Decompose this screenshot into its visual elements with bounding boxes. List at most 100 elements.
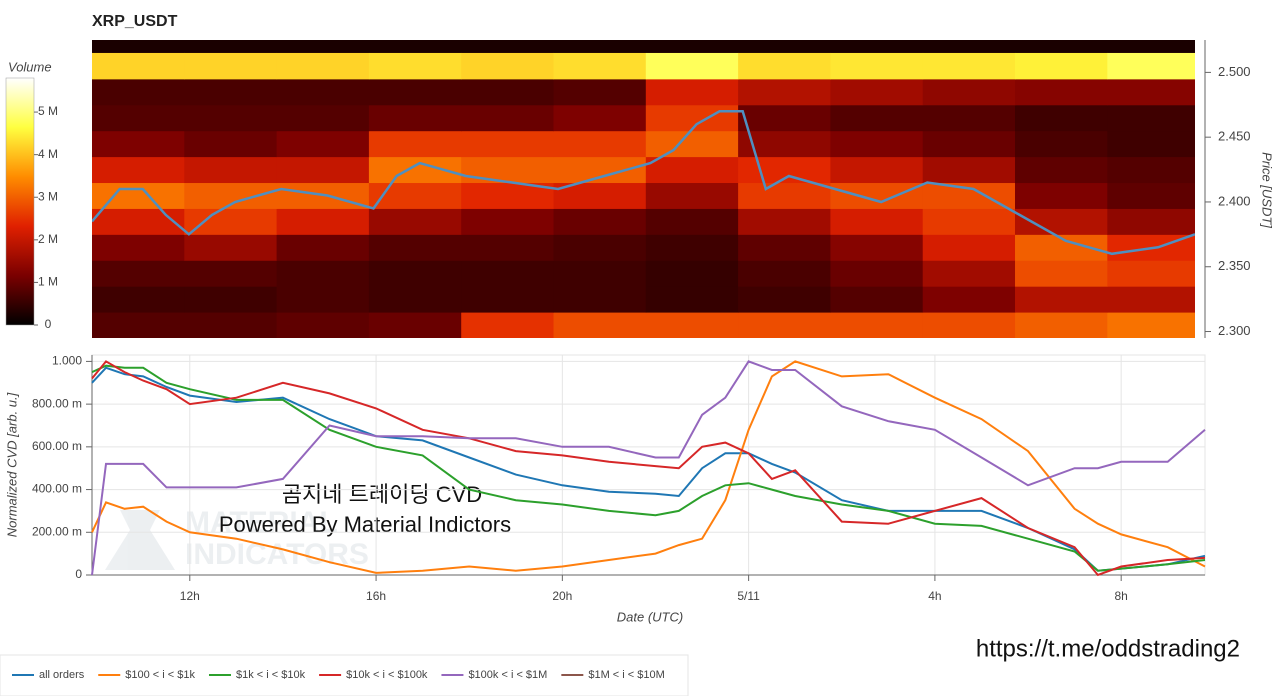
heatmap-cell (738, 78, 831, 106)
heatmap-cell (1107, 156, 1195, 184)
heatmap-cell (830, 156, 924, 184)
heatmap-cell (553, 286, 647, 313)
x-axis-label: Date (UTC) (617, 609, 683, 624)
heatmap-cell (645, 208, 739, 235)
heatmap-cell (1015, 312, 1108, 338)
watermark-logo: MATERIAL INDICATORS (105, 506, 369, 571)
heatmap-cell (922, 130, 1016, 158)
heatmap-cell (645, 130, 739, 158)
colorbar-tick-label: 3 M (38, 189, 58, 203)
heatmap-cell (184, 130, 278, 158)
heatmap-cell (645, 78, 739, 106)
heatmap-cell (461, 156, 555, 184)
heatmap-cell (92, 312, 185, 338)
heatmap-cell (184, 104, 278, 132)
heatmap-cell (1015, 286, 1108, 313)
heatmap-cell (276, 130, 370, 158)
heatmap-cell (830, 182, 924, 209)
x-tick-label: 16h (366, 589, 386, 603)
heatmap-cell (276, 312, 370, 338)
heatmap-cell (553, 234, 647, 261)
heatmap-cell (1015, 130, 1108, 158)
heatmap-cell (461, 130, 555, 158)
heatmap-cell (830, 104, 924, 132)
heatmap-cell (830, 312, 924, 338)
x-tick-label: 4h (928, 589, 941, 603)
heatmap-cell (184, 312, 278, 338)
heatmap-cell (738, 286, 831, 313)
heatmap-cell (553, 52, 647, 80)
heatmap-cell (922, 52, 1016, 80)
heatmap-cell (368, 286, 462, 313)
heatmap-cell (922, 260, 1016, 287)
colorbar-tick-label: 5 M (38, 104, 58, 118)
heatmap-cell (184, 234, 278, 261)
heatmap-cell (922, 104, 1016, 132)
logo-text: MATERIAL (185, 506, 338, 539)
heatmap-cell (553, 208, 647, 235)
heatmap-cell (1107, 182, 1195, 209)
heatmap-cell (553, 130, 647, 158)
legend-label: $10k < i < $100k (346, 669, 428, 681)
heatmap-cell (92, 52, 185, 80)
heatmap-cell (184, 260, 278, 287)
heatmap-cell (645, 286, 739, 313)
y-tick-label: 600.00 m (32, 439, 82, 453)
heatmap-cell (461, 52, 555, 80)
heatmap-cell (1107, 78, 1195, 106)
y-tick-label: 2.450 (1218, 129, 1251, 144)
heatmap-cell (738, 312, 831, 338)
heatmap-cell (553, 312, 647, 338)
heatmap-cell (461, 78, 555, 106)
heatmap-cell (645, 52, 739, 80)
heatmap-cell (184, 78, 278, 106)
series-line (91, 360, 1206, 577)
heatmap-cell (1015, 104, 1108, 132)
heatmap-cell (645, 182, 739, 209)
logo-text: INDICATORS (185, 538, 369, 571)
heatmap-cell (738, 104, 831, 132)
x-tick-label: 8h (1114, 589, 1127, 603)
heatmap-cell (830, 130, 924, 158)
heatmap-cell (461, 286, 555, 313)
heatmap-cell (92, 260, 185, 287)
heatmap-cell (276, 156, 370, 184)
heatmap-cell (553, 78, 647, 106)
heatmap-cell (922, 286, 1016, 313)
series-line (91, 360, 1206, 576)
heatmap-cell (922, 312, 1016, 338)
heatmap-cell (922, 234, 1016, 261)
heatmap (92, 40, 1195, 338)
heatmap-cell (92, 156, 185, 184)
heatmap-cell (368, 260, 462, 287)
heatmap-cell (1107, 104, 1195, 132)
heatmap-cell (830, 260, 924, 287)
heatmap-cell (92, 208, 185, 235)
heatmap-cell (1107, 130, 1195, 158)
heatmap-cell (368, 312, 462, 338)
x-tick-label: 5/11 (737, 589, 760, 603)
heatmap-cell (738, 260, 831, 287)
heatmap-cell (1015, 156, 1108, 184)
colorbar-tick-label: 2 M (38, 232, 58, 246)
heatmap-cell (738, 182, 831, 209)
heatmap-cell (92, 130, 185, 158)
heatmap-cell (738, 52, 831, 80)
heatmap-cell (184, 52, 278, 80)
heatmap-cell (1015, 52, 1108, 80)
heatmap-cell (922, 78, 1016, 106)
legend-label: $100 < i < $1k (125, 669, 195, 681)
link-text: https://t.me/oddstrading2 (976, 635, 1240, 662)
heatmap-cell (1015, 208, 1108, 235)
heatmap-cell (461, 312, 555, 338)
heatmap-cell (1107, 312, 1195, 338)
heatmap-cell (368, 104, 462, 132)
heatmap-cell (368, 52, 462, 80)
y-axis-label: Normalized CVD [arb. u.] (4, 392, 19, 537)
heatmap-cell (368, 182, 462, 209)
heatmap-cell (276, 78, 370, 106)
heatmap-cell (368, 78, 462, 106)
heatmap-cell (461, 260, 555, 287)
heatmap-cell (645, 156, 739, 184)
